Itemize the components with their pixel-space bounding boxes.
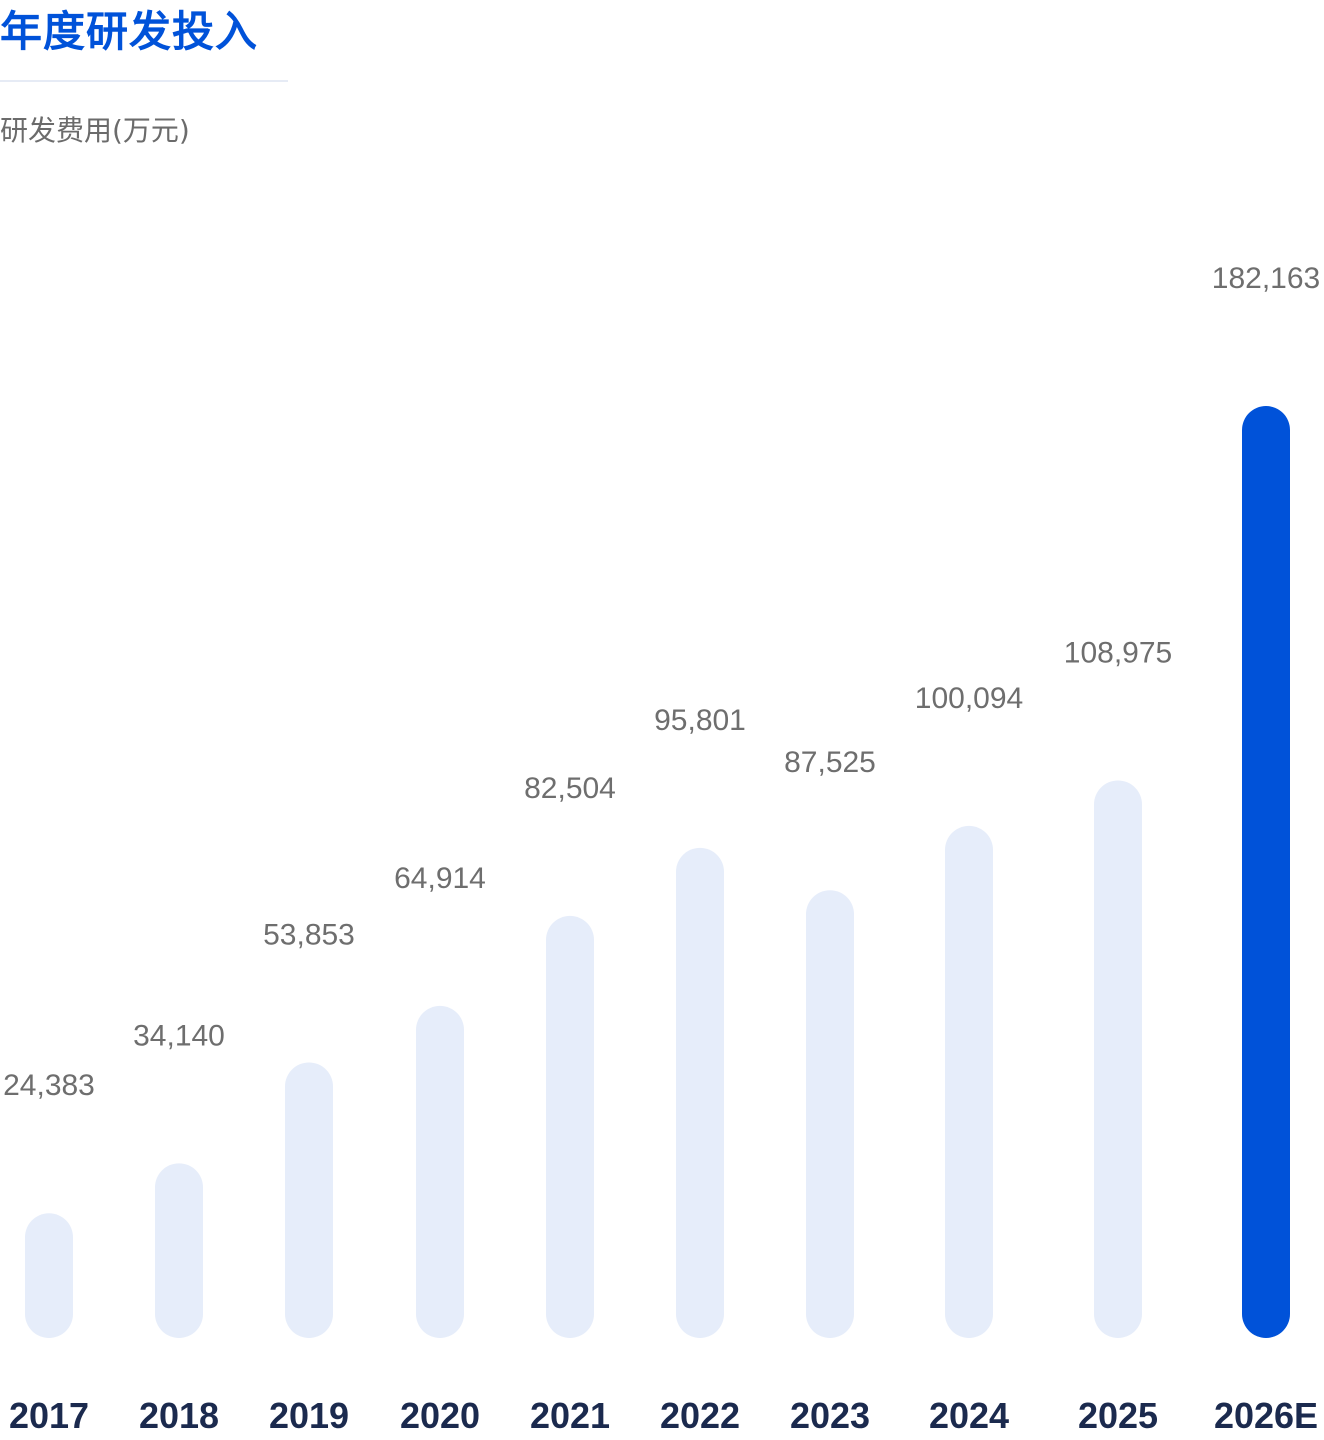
value-label-2022: 95,801 xyxy=(654,704,746,737)
bar-2025 xyxy=(1094,780,1142,1338)
value-label-2025: 108,975 xyxy=(1064,636,1172,669)
bar-2022 xyxy=(676,847,724,1338)
value-label-2026E: 182,163 xyxy=(1212,262,1320,295)
bar-2024 xyxy=(945,825,993,1338)
category-label-2023: 2023 xyxy=(790,1395,870,1436)
value-label-2018: 34,140 xyxy=(133,1019,225,1052)
category-label-2019: 2019 xyxy=(269,1395,349,1436)
value-label-2017: 24,383 xyxy=(3,1069,95,1102)
value-label-2020: 64,914 xyxy=(394,862,486,895)
category-label-2024: 2024 xyxy=(929,1395,1009,1436)
bar-2018 xyxy=(155,1163,203,1338)
bar-2020 xyxy=(416,1005,464,1338)
category-label-2025: 2025 xyxy=(1078,1395,1158,1436)
category-label-2026E: 2026E xyxy=(1214,1395,1318,1436)
value-label-2024: 100,094 xyxy=(915,682,1023,715)
category-label-2022: 2022 xyxy=(660,1395,740,1436)
bar-2017 xyxy=(25,1213,73,1338)
chart-title: 年度研发投入 xyxy=(0,7,259,56)
title-divider xyxy=(0,80,288,82)
y-axis-unit-label: 研发费用(万元) xyxy=(0,114,190,147)
bar-2021 xyxy=(546,915,594,1338)
bar-2019 xyxy=(285,1062,333,1338)
category-label-2021: 2021 xyxy=(530,1395,610,1436)
value-label-2023: 87,525 xyxy=(784,746,876,779)
category-label-2018: 2018 xyxy=(139,1395,219,1436)
category-label-2017: 2017 xyxy=(9,1395,89,1436)
category-label-2020: 2020 xyxy=(400,1395,480,1436)
value-label-2021: 82,504 xyxy=(524,772,616,805)
bar-2026E xyxy=(1242,406,1290,1338)
value-label-2019: 53,853 xyxy=(263,918,355,951)
bar-2023 xyxy=(806,890,854,1338)
